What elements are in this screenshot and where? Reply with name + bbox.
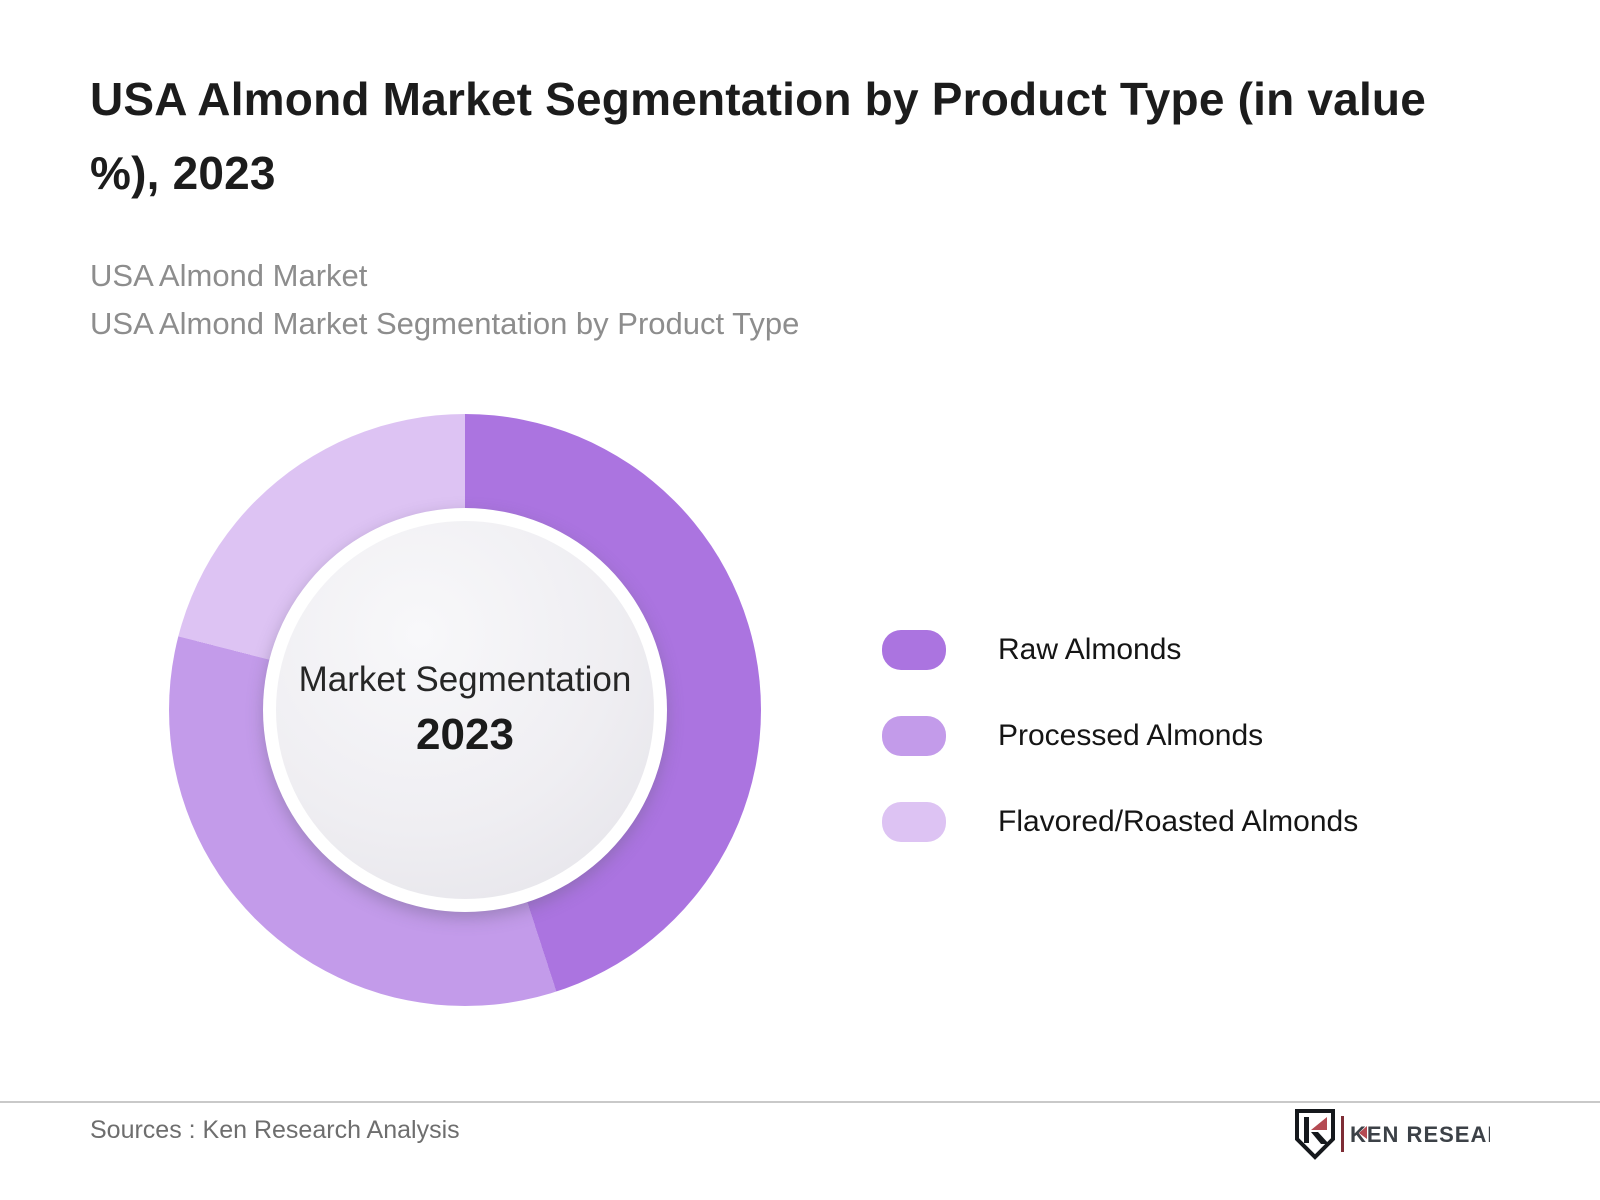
legend-swatch-flavored-roasted-almonds [882,802,946,842]
chart-legend: Raw Almonds Processed Almonds Flavored/R… [882,630,1358,888]
donut-center-label: Market Segmentation [298,660,632,699]
sources-text: Sources : Ken Research Analysis [90,1116,460,1144]
legend-item-raw-almonds: Raw Almonds [882,630,1358,670]
logo-separator [1341,1116,1344,1152]
subtitle-line-1: USA Almond Market [90,258,368,293]
legend-item-processed-almonds: Processed Almonds [882,716,1358,756]
legend-item-flavored-roasted-almonds: Flavored/Roasted Almonds [882,802,1358,842]
legend-swatch-processed-almonds [882,716,946,756]
page-title: USA Almond Market Segmentation by Produc… [90,73,1427,199]
shield-icon [1295,1109,1335,1160]
ken-research-logo: KEN RESEARCH [1295,1109,1490,1160]
donut-center-year: 2023 [416,710,514,759]
legend-label: Flavored/Roasted Almonds [998,805,1359,838]
legend-label: Raw Almonds [998,633,1182,666]
chart-subtitle: USA Almond Market USA Almond Market Segm… [90,252,799,348]
logo-wordmark: KEN RESEARCH [1350,1122,1490,1147]
logo-k-triangle [1359,1126,1367,1139]
footer-divider [0,1101,1600,1103]
donut-chart: Market Segmentation 2023 [169,414,761,1006]
donut-center-disc: Market Segmentation 2023 [276,521,654,899]
legend-swatch-raw-almonds [882,630,946,670]
legend-label: Processed Almonds [998,719,1264,752]
subtitle-line-2: USA Almond Market Segmentation by Produc… [90,306,800,341]
